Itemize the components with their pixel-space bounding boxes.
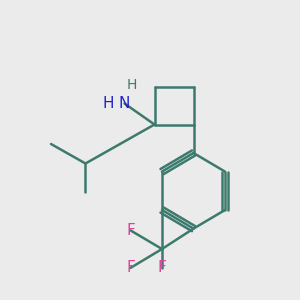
Text: F: F <box>158 260 166 275</box>
Text: N: N <box>119 96 130 111</box>
Text: H: H <box>102 96 114 111</box>
Text: H: H <box>127 79 137 92</box>
Text: F: F <box>126 260 135 275</box>
Text: F: F <box>126 223 135 238</box>
